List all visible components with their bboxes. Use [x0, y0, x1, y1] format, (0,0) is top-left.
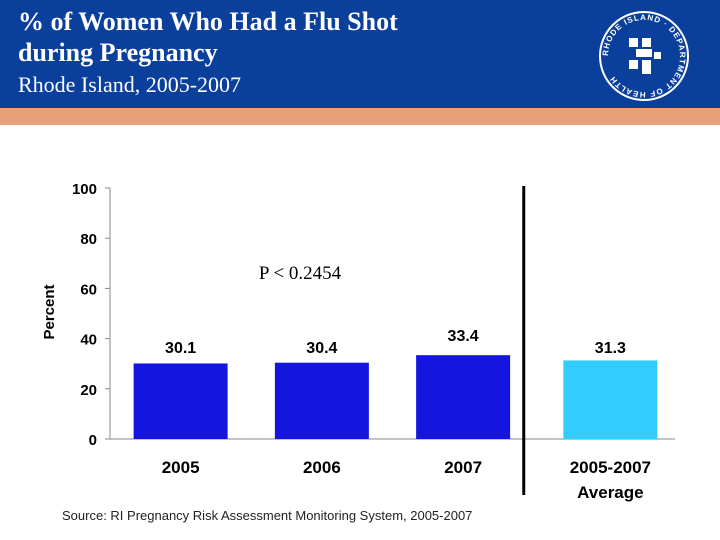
bar [133, 363, 228, 439]
y-tick-label: 80 [80, 231, 97, 248]
logo-ring [599, 11, 689, 101]
bar [274, 362, 369, 439]
y-tick-label: 20 [80, 382, 97, 399]
x-tick-label: Average [577, 483, 643, 502]
data-label: 30.1 [165, 340, 196, 357]
slide-subtitle: Rhode Island, 2005-2007 [18, 72, 242, 97]
x-tick-label: 2005-2007 [570, 458, 651, 477]
data-label: 30.4 [306, 340, 337, 357]
bar [563, 360, 658, 439]
y-tick-label: 0 [89, 432, 97, 449]
x-tick-label: 2005 [162, 458, 200, 477]
data-label: 33.4 [448, 328, 479, 345]
bar [416, 355, 511, 439]
x-tick-label: 2006 [303, 458, 341, 477]
data-label: 31.3 [595, 340, 626, 357]
source-note: Source: RI Pregnancy Risk Assessment Mon… [62, 508, 473, 523]
y-tick-label: 60 [80, 281, 97, 298]
x-tick-label: 2007 [444, 458, 482, 477]
y-axis-label: Percent [41, 284, 58, 339]
y-tick-label: 40 [80, 332, 97, 349]
ri-department-of-health-logo: RHODE ISLAND · DEPARTMENT OF HEALTH [599, 11, 689, 101]
logo-mark [629, 38, 661, 74]
y-tick-label: 100 [72, 181, 97, 198]
p-value-annotation: P < 0.2454 [259, 263, 342, 284]
header-stripe [0, 108, 720, 125]
slide-title: % of Women Who Had a Flu Shot during Pre… [18, 7, 398, 67]
